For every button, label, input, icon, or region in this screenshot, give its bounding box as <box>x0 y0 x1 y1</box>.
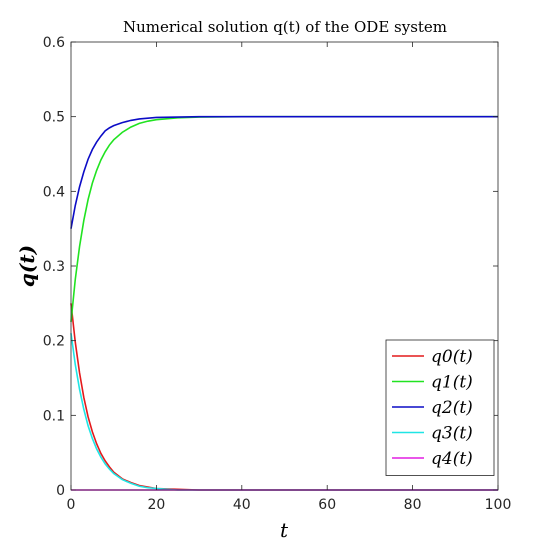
x-tick-label: 80 <box>404 497 422 513</box>
chart-title: Numerical solution q(t) of the ODE syste… <box>123 18 447 36</box>
x-axis-label: t <box>280 518 289 542</box>
y-axis-label: q(t) <box>15 245 39 287</box>
y-tick-label: 0.5 <box>43 110 65 126</box>
axes: 0 20 40 60 80 100 0 0.1 0.2 0.3 0.4 0.5 0.6 <box>43 35 512 513</box>
series-line-2 <box>70 115 498 229</box>
x-tick-label: 40 <box>233 497 251 513</box>
x-tick-label: 20 <box>147 497 165 513</box>
legend-label-1: q1(t) <box>431 373 473 393</box>
x-tick-label: 0 <box>67 497 76 513</box>
legend-label-2: q2(t) <box>431 398 473 418</box>
legend-label-0: q0(t) <box>431 347 473 367</box>
y-tick-label: 0.4 <box>43 184 65 200</box>
y-tick-label: 0.3 <box>43 259 65 275</box>
legend-label-3: q3(t) <box>431 424 473 444</box>
legend: q0(t) q1(t) q2(t) q3(t) q4(t) <box>385 339 495 476</box>
y-tick-label: 0.6 <box>43 35 65 51</box>
series-line-1 <box>70 115 498 323</box>
x-tick-label: 60 <box>318 497 336 513</box>
x-tick-label: 100 <box>485 497 512 513</box>
y-tick-label: 0 <box>56 483 65 499</box>
y-tick-label: 0.2 <box>43 334 65 350</box>
legend-label-4: q4(t) <box>431 449 473 469</box>
y-tick-label: 0.1 <box>43 408 65 424</box>
